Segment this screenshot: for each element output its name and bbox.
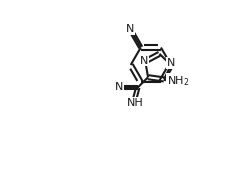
Text: N: N xyxy=(114,82,123,93)
Text: N: N xyxy=(140,56,148,65)
Text: N: N xyxy=(126,24,135,34)
Text: NH: NH xyxy=(126,98,143,108)
Text: N: N xyxy=(167,58,175,68)
Text: NH$_2$: NH$_2$ xyxy=(167,74,190,88)
